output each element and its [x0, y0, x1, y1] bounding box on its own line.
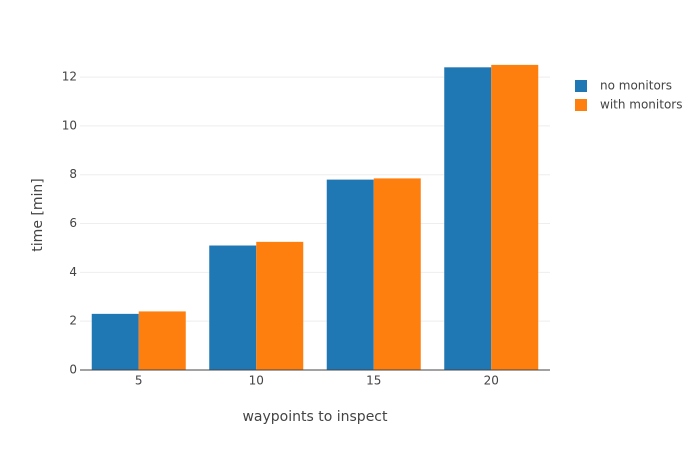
bar [256, 241, 304, 370]
bar [91, 313, 139, 370]
bar [209, 245, 257, 370]
x-tick-label: 5 [135, 374, 143, 388]
legend-swatch [575, 99, 587, 111]
y-tick-label: 12 [62, 70, 77, 84]
bar [326, 179, 374, 370]
y-tick-label: 2 [69, 314, 77, 328]
bar [373, 178, 421, 370]
bar [444, 67, 492, 370]
x-tick-label: 15 [366, 374, 381, 388]
y-tick-label: 10 [62, 118, 77, 132]
legend-label: with monitors [600, 98, 682, 112]
y-tick-label: 4 [69, 265, 77, 279]
legend-label: no monitors [600, 79, 672, 93]
x-axis-title: waypoints to inspect [242, 409, 388, 425]
x-tick-label: 20 [484, 374, 499, 388]
bar [491, 64, 539, 370]
y-tick-label: 0 [69, 363, 77, 377]
bar [138, 311, 186, 370]
y-axis-title: time [min] [30, 178, 46, 251]
y-tick-label: 6 [69, 216, 77, 230]
legend-swatch [575, 80, 587, 92]
y-tick-label: 8 [69, 167, 77, 181]
x-tick-label: 10 [249, 374, 264, 388]
